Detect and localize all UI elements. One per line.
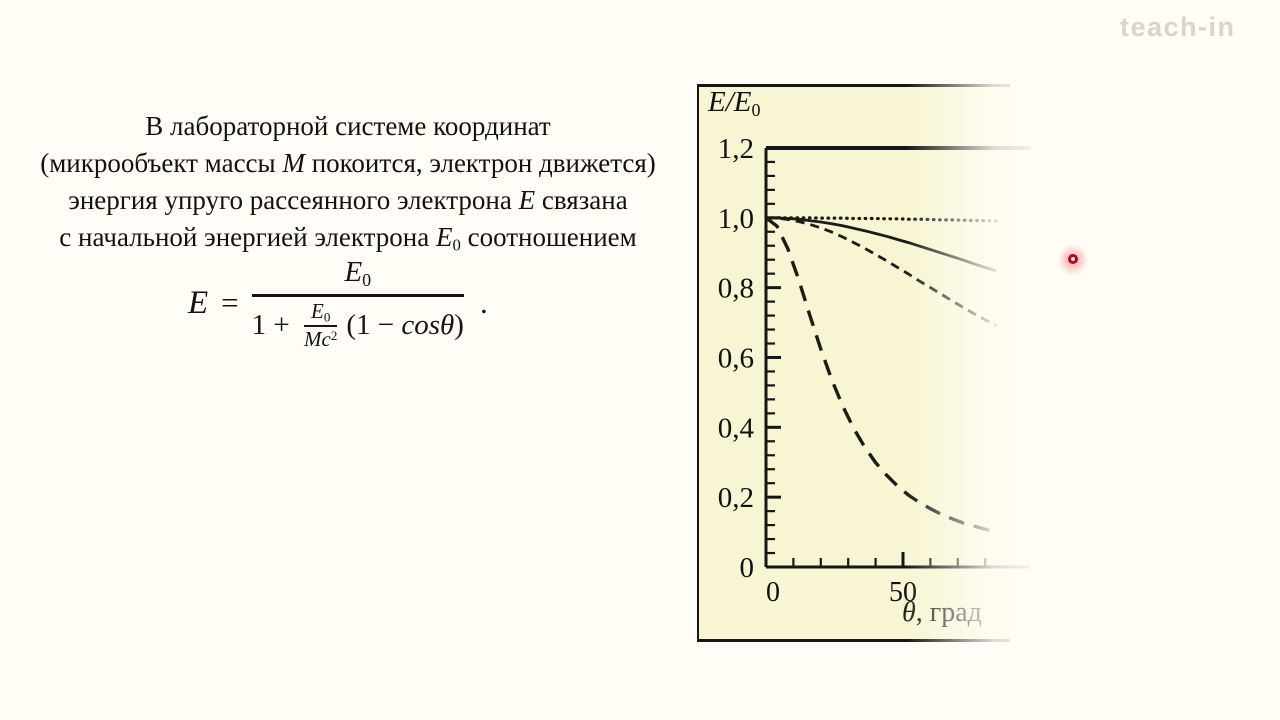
formula-period: . xyxy=(479,285,488,321)
text-segment: покоится, электрон движется) xyxy=(304,148,656,178)
denominator-close: ) xyxy=(454,308,464,341)
paragraph-line: (микрообъект массы M покоится, электрон … xyxy=(4,145,692,182)
denominator-prefix: 1 + xyxy=(251,308,298,341)
formula-lhs: E xyxy=(188,284,209,321)
y-tick-label: 0,2 xyxy=(718,482,754,514)
nested-numerator: E0 xyxy=(311,299,331,325)
fraction-numerator: E0 xyxy=(344,256,371,291)
denominator-open: (1 − xyxy=(346,308,402,341)
text-segment: (микрообъект массы xyxy=(40,148,283,178)
text-segment: с начальной энергией электрона xyxy=(59,222,436,252)
laser-pointer-dot xyxy=(1068,254,1078,264)
paragraph: В лабораторной системе координат (микрооб… xyxy=(4,108,692,264)
y-tick-label: 1,2 xyxy=(718,133,754,165)
y-tick-label: 0,8 xyxy=(718,273,754,305)
text-segment: 0 xyxy=(452,235,461,255)
text-segment: связана xyxy=(535,185,628,215)
paragraph-line: энергия упруго рассеянного электрона E с… xyxy=(4,182,692,219)
formula-equals-sign: = xyxy=(221,285,239,321)
text-segment: соотношением xyxy=(460,222,637,252)
panel-fade-overlay xyxy=(906,74,1066,656)
formula-fraction: E0 1 + E0 Mc2 (1 − cosθ) xyxy=(251,256,464,350)
teachin-logo: teach-in xyxy=(1120,12,1236,42)
nested-denominator: Mc2 xyxy=(304,327,338,352)
y-tick-label: 1,0 xyxy=(718,203,754,235)
fraction-denominator: 1 + E0 Mc2 (1 − cosθ) xyxy=(252,300,464,350)
nested-fraction-bar xyxy=(304,325,338,328)
y-axis-label: E/E0 xyxy=(708,86,761,121)
y-tick-label: 0,6 xyxy=(718,342,754,374)
formula: E = E0 1 + E0 Mc2 (1 − cosθ) . xyxy=(188,256,488,350)
numerator-sub0: 0 xyxy=(362,270,372,291)
text-segment: E xyxy=(435,222,453,252)
fraction-bar xyxy=(251,294,464,298)
chart-svg: 1,21,00,80,60,40,200 50 xyxy=(718,133,1030,608)
denominator-cos-theta: cosθ xyxy=(401,308,455,341)
x-tick-label: 0 xyxy=(766,577,780,608)
text-segment: M xyxy=(282,148,305,178)
y-tick-label: 0 xyxy=(740,552,755,584)
paragraph-line: В лабораторной системе координат xyxy=(4,108,692,145)
text-segment: В лабораторной системе координат xyxy=(145,111,551,141)
numerator-E: E xyxy=(344,256,363,288)
y-tick-label: 0,4 xyxy=(718,412,755,444)
paragraph-line: с начальной энергией электрона E0 соотно… xyxy=(4,219,692,264)
text-segment: энергия упруго рассеянного электрона xyxy=(68,185,519,215)
nested-fraction: E0 Mc2 xyxy=(304,299,338,352)
text-segment: E xyxy=(518,185,536,215)
